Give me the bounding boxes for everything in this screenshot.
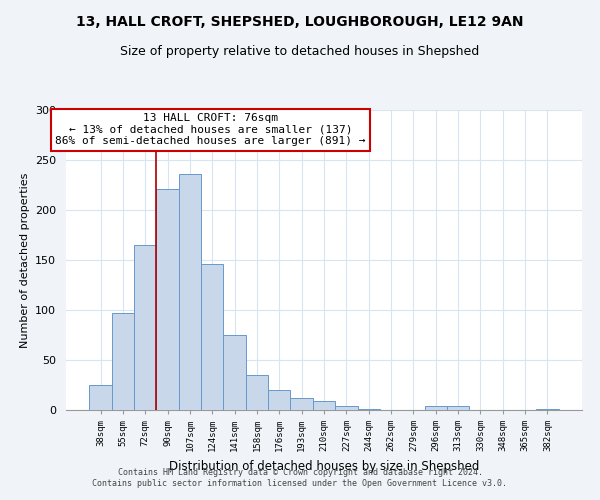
Bar bbox=[179, 174, 201, 410]
Bar bbox=[447, 406, 469, 410]
Text: Size of property relative to detached houses in Shepshed: Size of property relative to detached ho… bbox=[121, 45, 479, 58]
Y-axis label: Number of detached properties: Number of detached properties bbox=[20, 172, 29, 348]
Bar bbox=[223, 335, 246, 410]
Bar bbox=[425, 406, 447, 410]
Bar bbox=[358, 409, 380, 410]
Bar bbox=[313, 401, 335, 410]
Bar bbox=[89, 385, 112, 410]
Bar bbox=[290, 398, 313, 410]
Bar bbox=[112, 313, 134, 410]
Text: 13, HALL CROFT, SHEPSHED, LOUGHBOROUGH, LE12 9AN: 13, HALL CROFT, SHEPSHED, LOUGHBOROUGH, … bbox=[76, 15, 524, 29]
Bar bbox=[134, 245, 157, 410]
Text: Contains HM Land Registry data © Crown copyright and database right 2024.
Contai: Contains HM Land Registry data © Crown c… bbox=[92, 468, 508, 487]
Bar bbox=[201, 264, 223, 410]
Bar bbox=[268, 390, 290, 410]
Bar bbox=[536, 409, 559, 410]
Bar bbox=[335, 406, 358, 410]
Bar bbox=[246, 375, 268, 410]
X-axis label: Distribution of detached houses by size in Shepshed: Distribution of detached houses by size … bbox=[169, 460, 479, 472]
Text: 13 HALL CROFT: 76sqm
← 13% of detached houses are smaller (137)
86% of semi-deta: 13 HALL CROFT: 76sqm ← 13% of detached h… bbox=[55, 113, 366, 146]
Bar bbox=[157, 189, 179, 410]
